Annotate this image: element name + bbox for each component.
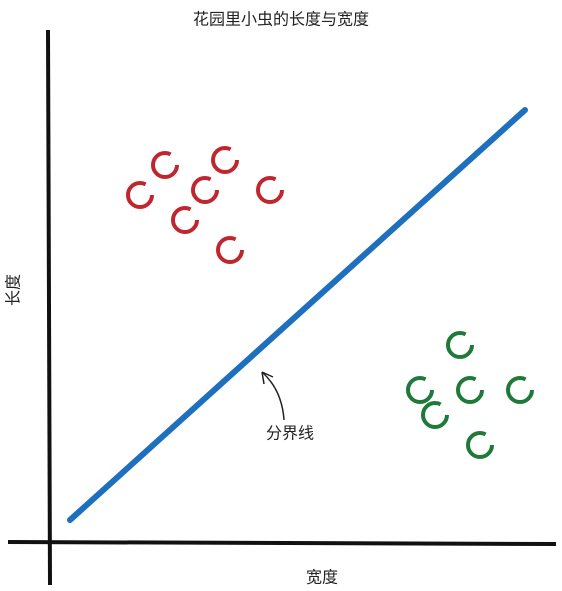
point bbox=[466, 431, 494, 459]
point bbox=[406, 376, 434, 404]
y-axis bbox=[46, 29, 52, 586]
chart-title: 花园里小虫的长度与宽度 bbox=[193, 10, 369, 29]
point bbox=[506, 376, 534, 404]
point bbox=[191, 176, 219, 204]
point bbox=[216, 236, 244, 264]
point bbox=[446, 331, 474, 359]
point bbox=[151, 151, 179, 179]
x-axis bbox=[7, 540, 557, 546]
point bbox=[171, 206, 199, 234]
x-axis-label: 宽度 bbox=[306, 568, 338, 587]
point bbox=[456, 376, 484, 404]
point bbox=[211, 146, 239, 174]
y-axis-label: 长度 bbox=[4, 274, 23, 306]
point bbox=[421, 401, 449, 429]
dividing-line bbox=[67, 107, 528, 523]
point bbox=[256, 176, 284, 204]
point bbox=[126, 181, 154, 209]
annotation-arrow bbox=[261, 371, 285, 421]
annotation: 分界线 bbox=[266, 424, 314, 443]
